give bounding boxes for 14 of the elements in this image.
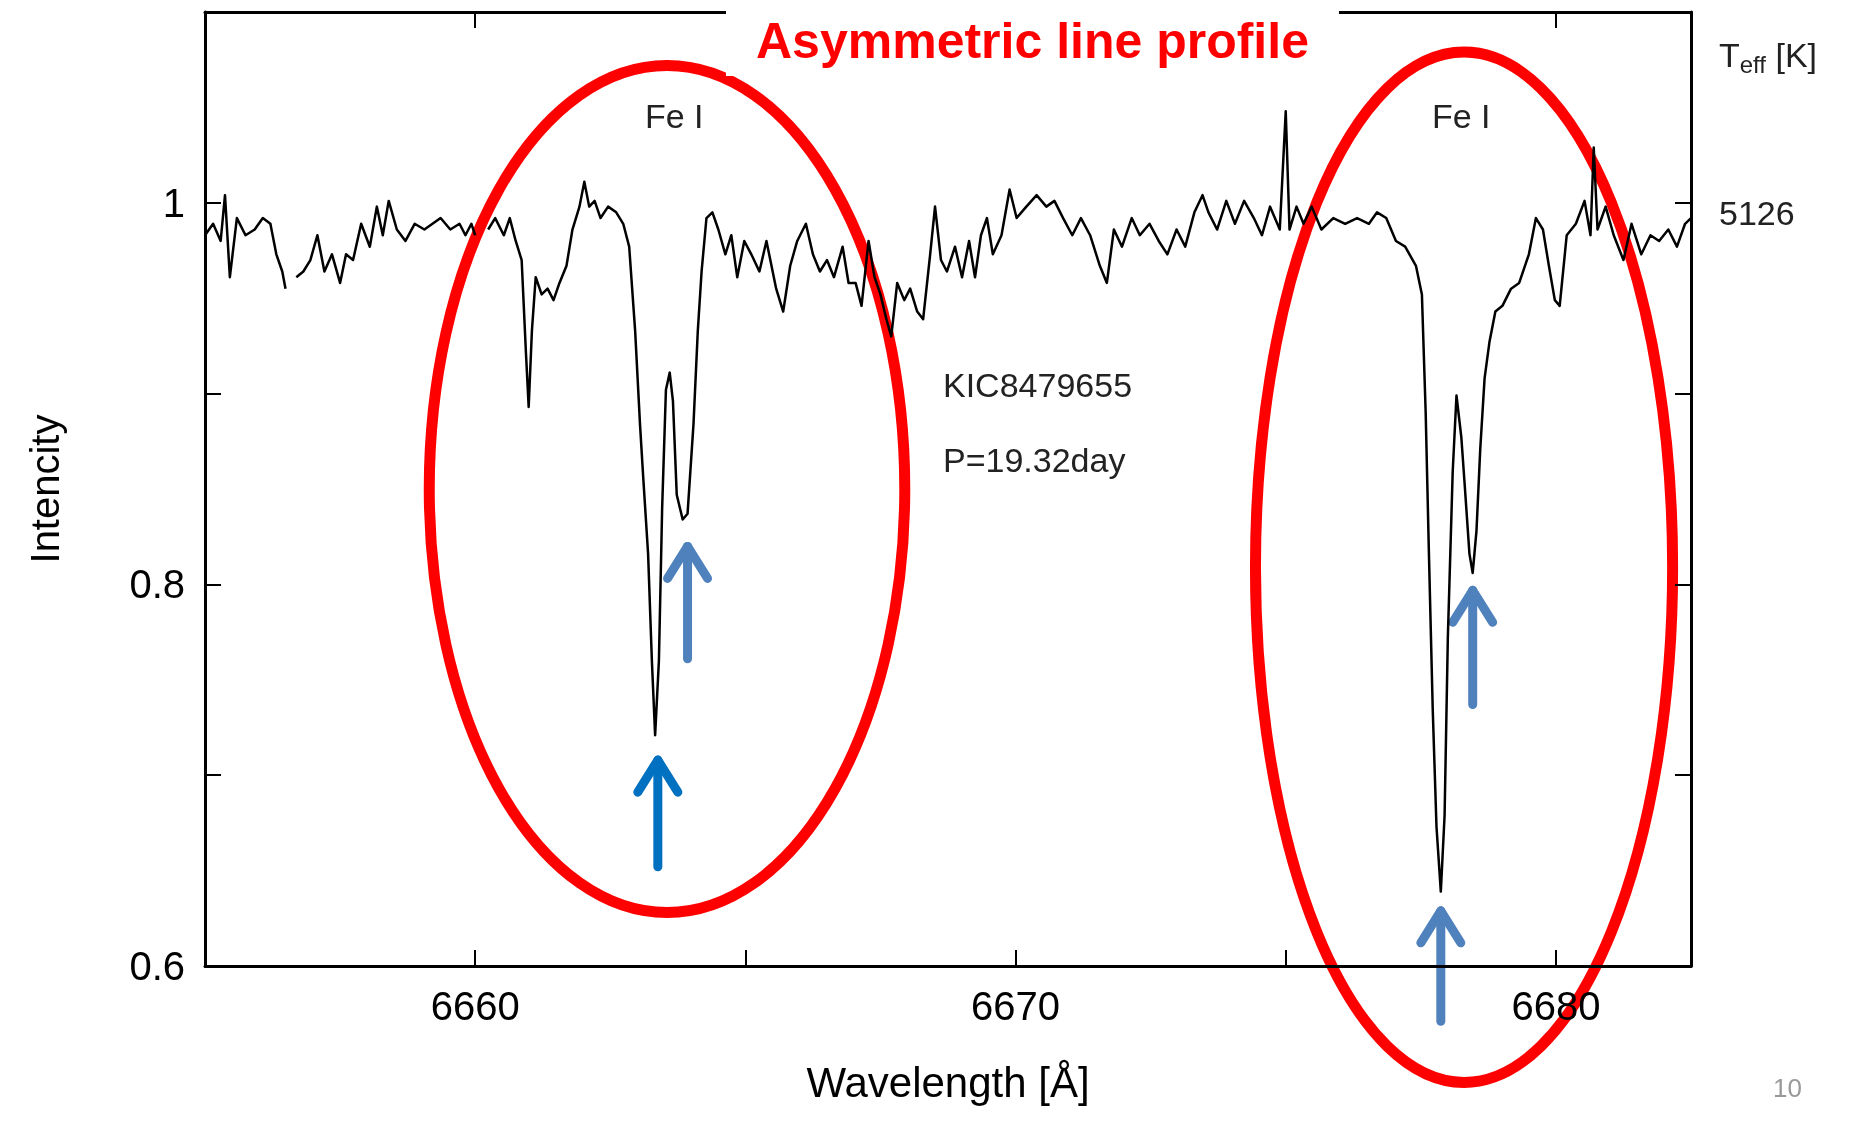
y-tick-label: 1 [162,180,185,225]
y-axis-title: Intencity [23,414,67,564]
annotation: P=19.32day [943,441,1126,479]
text: 10 [1773,1073,1802,1103]
text: 5126 [1719,194,1795,232]
x-axis-title: Wavelength [Å] [806,1058,1090,1106]
annotation: Fe I [645,97,704,135]
chart-title: Asymmetric line profile [756,13,1309,69]
annotation: KIC8479655 [943,366,1133,404]
x-tick-label: 6670 [971,984,1061,1028]
x-tick-label: 6660 [430,984,520,1028]
y-tick-label: 0.8 [129,562,185,607]
annotation: Fe I [1432,97,1491,135]
y-tick-label: 0.6 [129,944,185,988]
